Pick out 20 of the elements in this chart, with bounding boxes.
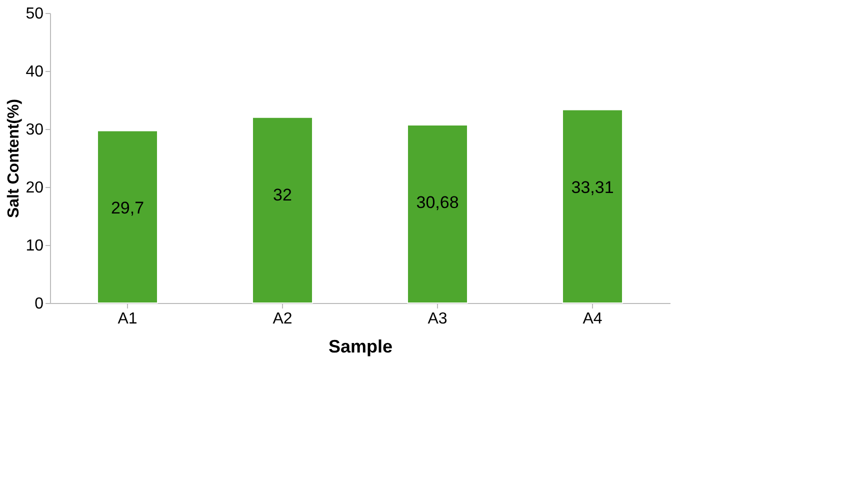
x-tick-label: A1 — [118, 310, 138, 328]
data-label: 32 — [273, 185, 292, 204]
bar — [97, 130, 158, 304]
y-axis-title: Salt Content(%) — [6, 98, 23, 218]
bar — [252, 116, 313, 304]
x-tick-label: A3 — [428, 310, 448, 328]
data-label: 30,68 — [416, 193, 459, 212]
data-label: 29,7 — [110, 198, 144, 218]
y-tick-label: 20 — [26, 180, 44, 196]
y-tick-label: 10 — [26, 238, 44, 254]
x-tick-label: A2 — [272, 310, 292, 328]
y-tick-label: 40 — [26, 64, 44, 80]
x-axis-title: Sample — [328, 336, 393, 356]
data-label: 33,31 — [571, 178, 614, 197]
bar — [407, 124, 468, 304]
y-tick-label: 0 — [34, 296, 44, 312]
bar — [562, 109, 623, 304]
y-tick-label: 50 — [26, 6, 44, 22]
y-tick-label: 30 — [26, 122, 44, 138]
x-tick-label: A4 — [582, 310, 602, 328]
